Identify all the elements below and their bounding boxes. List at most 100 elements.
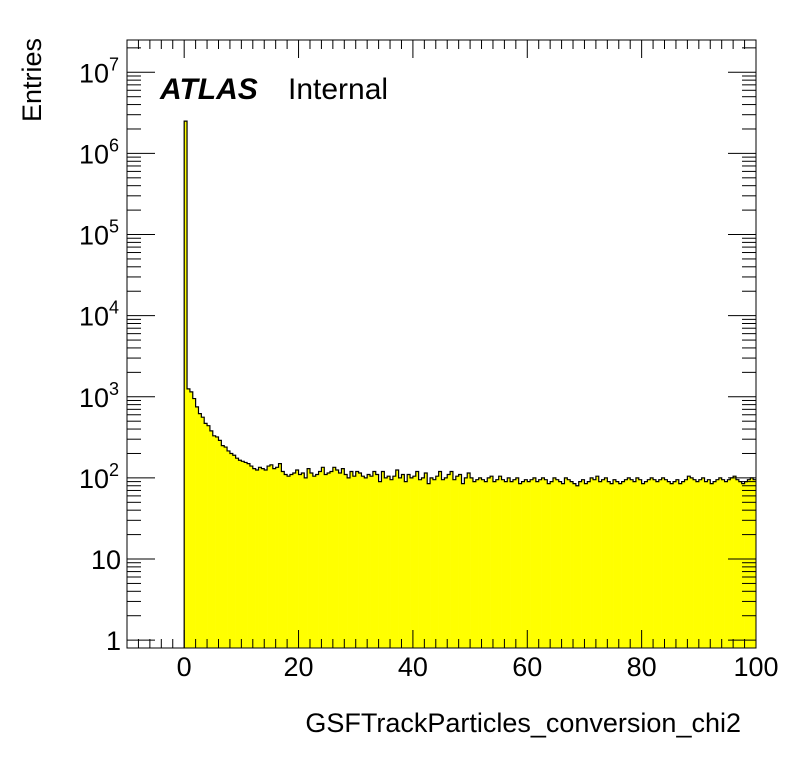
- histogram-bin: [458, 474, 462, 648]
- histogram-bin: [358, 472, 362, 648]
- histogram-bin: [412, 476, 417, 648]
- histogram-bin: [707, 479, 711, 648]
- histogram-bin: [595, 476, 600, 648]
- plot-frame: [126, 39, 757, 649]
- histogram-bin: [532, 477, 537, 648]
- histogram-bin: [484, 481, 488, 648]
- histogram-bin: [547, 483, 551, 648]
- histogram-bin: [241, 461, 245, 648]
- histogram-bin: [655, 481, 660, 648]
- histogram-bin: [387, 476, 391, 648]
- histogram-bin: [735, 479, 740, 648]
- histogram-bin: [584, 483, 588, 648]
- histogram-bin: [561, 483, 565, 648]
- histogram-bin: [452, 479, 457, 648]
- histogram-bin: [258, 467, 262, 648]
- histogram-bin: [284, 474, 288, 648]
- x-tick-label: 60: [512, 652, 542, 682]
- x-tick-label: 100: [733, 652, 778, 682]
- histogram-bin: [718, 477, 722, 648]
- histogram-bin: [647, 479, 651, 648]
- histogram-bin: [204, 423, 208, 648]
- histogram-bin: [209, 430, 214, 648]
- histogram-bin: [487, 477, 491, 648]
- histogram-bin: [687, 476, 691, 648]
- histogram-bin: [338, 472, 342, 648]
- histogram-bin: [249, 466, 254, 648]
- histogram-bin: [298, 474, 302, 648]
- histogram-bin: [367, 474, 371, 648]
- histogram-bin: [227, 450, 231, 648]
- histogram-bin: [307, 468, 311, 648]
- x-tick-label: 40: [398, 652, 428, 682]
- histogram-bin: [221, 445, 225, 648]
- histogram-bin: [244, 462, 248, 648]
- y-tick-label: 104: [79, 298, 119, 332]
- histogram-bin: [590, 477, 594, 648]
- histogram-bin: [187, 388, 191, 648]
- histogram-bin: [370, 476, 374, 648]
- histogram-bin: [384, 477, 388, 648]
- histogram-bin: [498, 476, 502, 648]
- histogram-bin: [715, 479, 720, 648]
- histogram-bin: [198, 413, 202, 648]
- histogram-bin: [492, 481, 497, 648]
- y-tick-labels: 1 10 102 103 104 105 106 107: [79, 54, 121, 656]
- histogram-bin: [435, 476, 439, 648]
- histogram-bin: [515, 477, 519, 648]
- histogram-bin: [624, 479, 628, 648]
- histogram-bin: [747, 479, 751, 648]
- histogram-bin: [329, 471, 334, 648]
- x-tick-label: 0: [177, 652, 192, 682]
- histogram-bin: [344, 474, 348, 648]
- histogram-bin: [567, 479, 571, 648]
- histogram-bin: [444, 477, 448, 648]
- histogram-bin: [598, 481, 602, 648]
- histogram-bin: [378, 481, 382, 648]
- histogram-bin: [701, 477, 705, 648]
- histogram-bin: [450, 471, 454, 648]
- histogram-bin: [478, 477, 482, 648]
- histogram-bin: [530, 479, 534, 648]
- y-axis-title: Entries: [17, 38, 47, 122]
- histogram-bin: [633, 481, 637, 648]
- histogram-bin: [430, 477, 434, 648]
- histogram-bin: [278, 463, 282, 648]
- x-axis-ticks: [126, 40, 757, 648]
- histogram-bin: [335, 470, 339, 648]
- histogram-bin: [475, 479, 479, 648]
- y-tick-label: 106: [79, 135, 119, 169]
- histogram-bin: [615, 481, 620, 648]
- histogram-bin: [727, 479, 731, 648]
- histogram-bin: [447, 474, 451, 648]
- histogram-bin: [392, 476, 397, 648]
- histogram-bin: [421, 477, 425, 648]
- histogram-bin: [695, 481, 700, 648]
- histogram-bin: [410, 477, 414, 648]
- histogram-bin: [553, 477, 557, 648]
- histogram-bin: [332, 467, 337, 648]
- histogram-bin: [289, 474, 294, 648]
- histogram-bin: [235, 458, 239, 648]
- histogram-bin: [730, 477, 734, 648]
- histogram-bin: [315, 474, 319, 648]
- histogram-bin: [238, 460, 242, 648]
- x-tick-label: 20: [284, 652, 314, 682]
- histogram-bin: [395, 470, 399, 648]
- histogram-bin: [641, 483, 645, 648]
- histogram-bin: [673, 481, 677, 648]
- histogram-bin: [535, 481, 540, 648]
- histogram-bin: [255, 470, 259, 648]
- y-tick-label: 105: [79, 217, 119, 251]
- histogram-bin: [295, 470, 299, 648]
- histogram-bin: [512, 479, 517, 648]
- histogram-bin: [587, 481, 591, 648]
- histogram-bin: [601, 479, 605, 648]
- histogram-bin: [638, 479, 642, 648]
- histogram-bin: [321, 467, 325, 648]
- histogram-bin: [312, 476, 316, 648]
- histogram-bin: [524, 479, 528, 648]
- histogram-bin: [630, 479, 634, 648]
- histogram-bin: [693, 479, 697, 648]
- histogram-bin: [578, 481, 582, 648]
